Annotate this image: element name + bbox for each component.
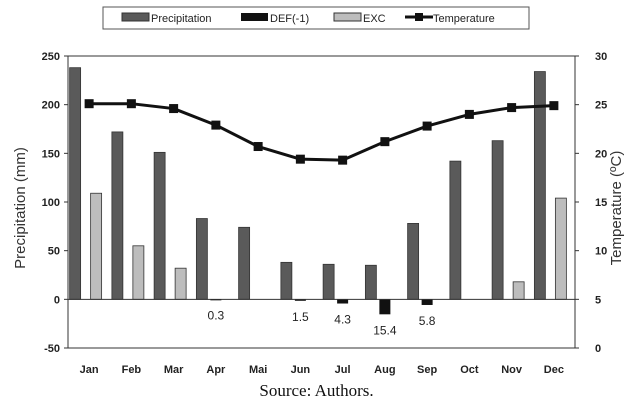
temperature-point [423,122,432,131]
bar-precipitation [239,227,250,299]
legend-label-exc: EXC [363,13,386,25]
y-axis-title: Precipitation (mm) [12,147,29,269]
x-axis: Jan Feb Mar Apr Mai Jun Jul Aug Sep Oct Nov Dec [80,364,564,376]
temperature-point [380,137,389,146]
figure-caption: Source: Authors. [0,381,633,401]
x-tick-label: Aug [374,364,395,376]
temperature-point [465,110,474,119]
y-tick-label: 150 [42,148,60,160]
y2-tick-label: 5 [595,294,601,306]
bar-precipitation [281,262,292,299]
y-axis: 250 200 150 100 50 0 -50 [42,51,68,355]
y-tick-label: 200 [42,100,60,112]
bar-precipitation [408,223,419,299]
y2-tick-label: 10 [595,246,607,258]
legend-marker-temperature [415,13,423,21]
bar-exc [91,193,102,299]
legend-label-def: DEF(-1) [270,13,309,25]
x-tick-label: Oct [460,364,479,376]
def-data-label: 1.5 [292,310,309,324]
bar-exc [175,268,186,299]
y-tick-label: 0 [54,294,60,306]
bar-precipitation [450,161,461,299]
bar-precipitation [70,68,81,300]
bar-exc [513,282,524,300]
y-tick-label: -50 [44,343,60,355]
bar-exc [555,198,566,299]
bar-exc [133,246,144,300]
y2-tick-label: 20 [595,148,607,160]
x-tick-label: Sep [417,364,437,376]
data-labels: 0.3 1.5 4.3 15.4 5.8 [208,309,436,338]
y2-tick-label: 30 [595,51,607,63]
y2-axis-title: Temperature (ºC) [608,151,625,266]
x-tick-label: Jun [291,364,311,376]
legend: Precipitation DEF(-1) EXC Temperature [103,7,529,29]
bar-precipitation [196,219,207,300]
x-tick-label: Jul [335,364,351,376]
bar-precipitation [492,141,503,300]
legend-swatch-precipitation [122,13,149,21]
bar-precipitation [112,132,123,299]
y2-axis: 30 25 20 15 10 5 0 [575,51,607,355]
climate-chart: Precipitation DEF(-1) EXC Temperature Pr… [0,0,633,380]
def-data-label: 5.8 [419,314,436,328]
temperature-point [549,101,558,110]
legend-label-precipitation: Precipitation [151,13,212,25]
temperature-point [254,142,263,151]
bar-precipitation [365,265,376,299]
y2-tick-label: 0 [595,343,601,355]
legend-label-temperature: Temperature [433,13,495,25]
x-tick-label: Mar [164,364,184,376]
temperature-point [85,99,94,108]
def-data-label: 0.3 [208,309,225,323]
temperature-point [211,121,220,130]
y-tick-label: 50 [48,246,60,258]
y-tick-label: 250 [42,51,60,63]
x-tick-label: Apr [206,364,226,376]
legend-swatch-exc [334,13,361,21]
bar-precipitation [323,264,334,299]
bar-def-1 [422,299,433,305]
y2-tick-label: 25 [595,100,607,112]
bar-def-1 [337,299,348,303]
x-tick-label: Nov [501,364,523,376]
temperature-series-line [89,104,554,160]
x-tick-label: Feb [122,364,142,376]
y-tick-label: 100 [42,197,60,209]
y2-tick-label: 15 [595,197,607,209]
def-data-label: 4.3 [334,313,351,327]
x-tick-label: Jan [80,364,99,376]
temperature-point [169,104,178,113]
bar-precipitation [154,152,165,299]
x-tick-label: Dec [544,364,564,376]
temperature-point [296,155,305,164]
legend-swatch-def [241,13,268,21]
temperature-point [338,156,347,165]
temperature-point [127,99,136,108]
bar-def-1 [379,299,390,314]
temperature-point [507,103,516,112]
x-tick-label: Mai [249,364,267,376]
def-data-label: 15.4 [373,323,397,337]
